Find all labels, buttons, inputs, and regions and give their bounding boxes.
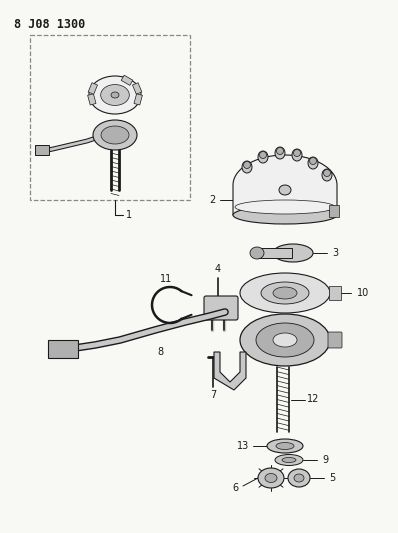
Ellipse shape xyxy=(101,126,129,144)
Text: 6: 6 xyxy=(232,483,238,493)
Ellipse shape xyxy=(267,439,303,453)
Bar xyxy=(30,35,190,200)
Ellipse shape xyxy=(293,149,300,157)
Ellipse shape xyxy=(258,151,268,163)
Ellipse shape xyxy=(242,161,252,173)
Ellipse shape xyxy=(258,468,284,488)
Ellipse shape xyxy=(235,200,335,214)
Polygon shape xyxy=(214,352,246,390)
Ellipse shape xyxy=(324,169,330,176)
Text: 10: 10 xyxy=(357,288,369,298)
Text: 4: 4 xyxy=(215,264,221,274)
Bar xyxy=(88,83,98,94)
Ellipse shape xyxy=(101,85,129,106)
Bar xyxy=(134,94,142,105)
Bar xyxy=(48,340,78,358)
Ellipse shape xyxy=(275,455,303,465)
Polygon shape xyxy=(233,155,337,215)
Text: 5: 5 xyxy=(329,473,335,483)
Ellipse shape xyxy=(288,469,310,487)
Ellipse shape xyxy=(279,185,291,195)
Ellipse shape xyxy=(244,161,250,168)
Ellipse shape xyxy=(276,442,294,449)
Text: 8: 8 xyxy=(157,347,163,357)
Text: 13: 13 xyxy=(237,441,249,451)
Bar xyxy=(133,83,142,94)
Ellipse shape xyxy=(273,287,297,299)
Text: 2: 2 xyxy=(209,195,215,205)
Text: 8 J08 1300: 8 J08 1300 xyxy=(14,18,85,31)
Ellipse shape xyxy=(111,92,119,98)
Ellipse shape xyxy=(292,149,302,161)
Text: 1: 1 xyxy=(126,210,132,220)
Bar xyxy=(35,145,49,155)
Ellipse shape xyxy=(322,169,332,181)
Ellipse shape xyxy=(261,282,309,304)
FancyBboxPatch shape xyxy=(204,296,238,320)
Ellipse shape xyxy=(308,157,318,169)
Bar xyxy=(329,205,339,217)
Text: 9: 9 xyxy=(322,455,328,465)
Bar xyxy=(329,286,341,300)
Ellipse shape xyxy=(93,120,137,150)
Ellipse shape xyxy=(273,333,297,347)
Ellipse shape xyxy=(240,273,330,313)
Ellipse shape xyxy=(89,76,141,114)
Ellipse shape xyxy=(310,157,316,165)
Ellipse shape xyxy=(294,474,304,482)
Ellipse shape xyxy=(233,206,337,224)
Ellipse shape xyxy=(265,473,277,482)
Text: 11: 11 xyxy=(160,274,172,284)
Text: 12: 12 xyxy=(307,394,319,405)
Text: 3: 3 xyxy=(332,248,338,258)
Ellipse shape xyxy=(282,457,296,463)
Ellipse shape xyxy=(250,247,264,259)
Ellipse shape xyxy=(240,314,330,366)
Text: 7: 7 xyxy=(210,390,216,400)
Ellipse shape xyxy=(277,148,283,155)
Bar xyxy=(257,248,292,258)
Ellipse shape xyxy=(259,151,267,158)
Bar xyxy=(121,75,133,85)
FancyBboxPatch shape xyxy=(328,332,342,348)
Ellipse shape xyxy=(256,323,314,357)
Ellipse shape xyxy=(275,147,285,159)
Ellipse shape xyxy=(273,244,313,262)
Bar xyxy=(88,94,96,105)
